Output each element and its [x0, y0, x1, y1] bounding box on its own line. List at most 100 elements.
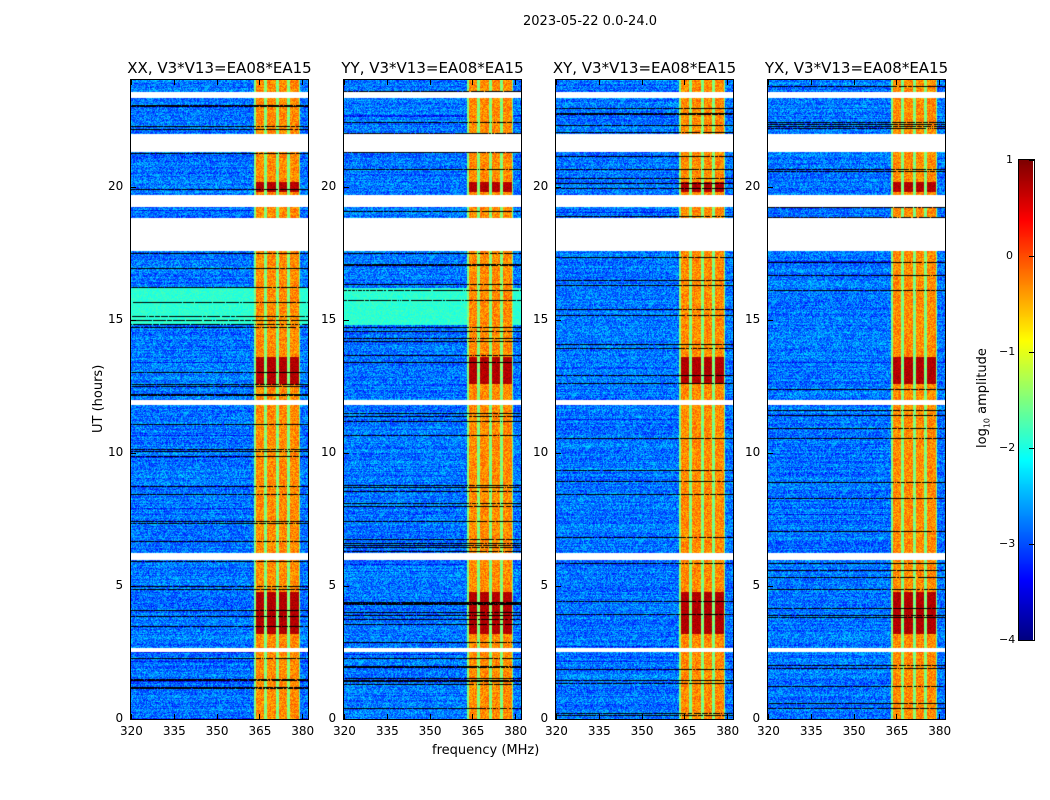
x-tick-mark	[768, 714, 769, 719]
x-tick-label: 335	[375, 724, 399, 738]
y-tick-label: 10	[745, 444, 761, 459]
y-tick-mark	[556, 585, 561, 587]
y-tick-label: 10	[108, 444, 124, 459]
x-tick-mark-top	[853, 80, 855, 85]
y-tick-mark	[768, 452, 773, 454]
colorbar-tick-mark	[1029, 448, 1034, 449]
x-tick-mark	[173, 714, 175, 719]
colorbar-tick-mark	[1029, 256, 1034, 257]
x-tick-label: 365	[885, 724, 909, 738]
y-tick-label: 15	[321, 311, 337, 326]
y-tick-mark	[556, 719, 561, 720]
colorbar-tick-mark	[1029, 640, 1034, 641]
y-tick-mark	[768, 585, 773, 587]
y-tick-mark	[768, 319, 773, 321]
x-tick-label: 320	[757, 724, 780, 738]
y-tick-label: 5	[115, 577, 124, 592]
y-tick-mark	[768, 719, 773, 720]
figure-title: 2023-05-22 0.0-24.0	[523, 14, 657, 29]
x-tick-label: 380	[716, 724, 740, 738]
y-tick-mark	[344, 452, 349, 454]
y-tick-mark	[556, 319, 561, 321]
x-tick-label: 320	[120, 724, 143, 738]
y-tick-mark	[768, 186, 773, 188]
y-tick-mark	[344, 186, 349, 188]
waterfall-yx	[768, 80, 945, 719]
x-tick-label: 365	[461, 724, 485, 738]
x-tick-mark-top	[259, 80, 261, 85]
y-tick-mark	[344, 585, 349, 587]
x-tick-mark	[810, 714, 812, 719]
x-tick-label: 365	[248, 724, 272, 738]
x-tick-label: 380	[928, 724, 952, 738]
x-tick-mark	[386, 714, 388, 719]
x-tick-mark	[216, 714, 218, 719]
panel-title-yx: YX, V3*V13=EA08*EA15	[764, 59, 949, 77]
y-tick-label: 0	[540, 711, 549, 725]
x-axis-label: frequency (MHz)	[432, 743, 540, 758]
x-tick-mark	[598, 714, 600, 719]
y-tick-mark	[556, 186, 561, 188]
colorbar-tick-label: −1	[999, 345, 1016, 358]
x-tick-mark-top	[515, 80, 517, 85]
x-tick-label: 350	[205, 724, 229, 738]
x-tick-mark-top	[684, 80, 686, 85]
x-tick-mark	[515, 714, 517, 719]
y-tick-label: 0	[115, 711, 124, 725]
x-tick-mark-top	[344, 80, 345, 85]
y-tick-label: 15	[533, 311, 549, 326]
x-tick-label: 320	[545, 724, 568, 738]
colorbar-tick-label: 0	[1006, 249, 1013, 262]
x-tick-mark	[556, 714, 557, 719]
x-tick-mark-top	[556, 80, 557, 85]
y-tick-label: 5	[328, 577, 337, 592]
y-tick-label: 0	[328, 711, 337, 725]
x-tick-mark-top	[727, 80, 729, 85]
x-tick-mark-top	[939, 80, 941, 85]
colorbar-tick-mark	[1029, 160, 1034, 161]
y-tick-mark	[344, 719, 349, 720]
x-tick-mark	[429, 714, 431, 719]
y-tick-label: 15	[745, 311, 761, 326]
y-tick-label: 0	[752, 711, 761, 725]
colorbar-tick-label: −3	[999, 537, 1016, 550]
x-tick-mark	[727, 714, 729, 719]
x-tick-mark	[896, 714, 898, 719]
x-tick-mark	[684, 714, 686, 719]
y-tick-mark	[131, 186, 136, 188]
colorbar-tick-label: −4	[999, 633, 1016, 646]
y-tick-label: 10	[533, 444, 549, 459]
x-tick-mark-top	[896, 80, 898, 85]
y-tick-label: 20	[108, 178, 124, 193]
x-tick-mark-top	[768, 80, 769, 85]
x-tick-label: 350	[842, 724, 866, 738]
y-tick-mark	[556, 452, 561, 454]
x-tick-mark-top	[810, 80, 812, 85]
x-tick-mark-top	[598, 80, 600, 85]
x-tick-label: 380	[291, 724, 315, 738]
x-tick-mark	[472, 714, 474, 719]
colorbar-tick-label: 1	[1006, 153, 1013, 166]
y-tick-mark	[344, 319, 349, 321]
y-tick-mark	[131, 319, 136, 321]
x-tick-label: 350	[418, 724, 442, 738]
colorbar	[1019, 160, 1033, 640]
colorbar-tick-label: −2	[999, 441, 1016, 454]
waterfall-yy	[344, 80, 521, 719]
x-tick-mark	[853, 714, 855, 719]
x-tick-mark-top	[429, 80, 431, 85]
x-tick-label: 335	[799, 724, 823, 738]
x-tick-mark-top	[641, 80, 643, 85]
y-tick-label: 5	[752, 577, 761, 592]
x-tick-mark-top	[302, 80, 304, 85]
waterfall-xx	[131, 80, 308, 719]
y-tick-mark	[131, 585, 136, 587]
x-tick-label: 380	[504, 724, 528, 738]
x-tick-mark	[259, 714, 261, 719]
y-tick-label: 20	[745, 178, 761, 193]
colorbar-tick-mark	[1029, 544, 1034, 545]
colorbar-tick-mark	[1029, 352, 1034, 353]
x-tick-mark	[641, 714, 643, 719]
x-tick-mark	[131, 714, 132, 719]
x-tick-label: 335	[162, 724, 186, 738]
